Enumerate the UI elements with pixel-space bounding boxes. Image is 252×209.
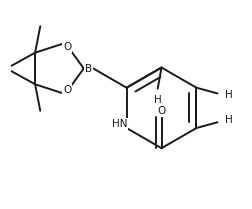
Text: H: H (225, 115, 233, 125)
Text: B: B (85, 64, 92, 74)
Text: O: O (63, 42, 71, 52)
Text: HN: HN (112, 119, 128, 129)
Text: H: H (225, 90, 233, 100)
Text: O: O (158, 106, 166, 116)
Text: O: O (63, 85, 71, 95)
Text: H: H (154, 95, 162, 105)
